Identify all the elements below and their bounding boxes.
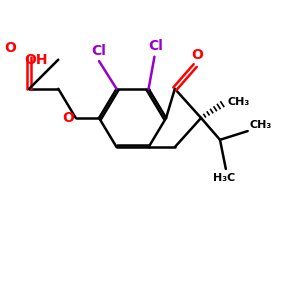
Text: Cl: Cl [92, 44, 106, 58]
Text: O: O [4, 41, 16, 55]
Text: O: O [191, 48, 203, 62]
Text: OH: OH [25, 53, 48, 67]
Text: Cl: Cl [148, 39, 163, 53]
Text: CH₃: CH₃ [249, 120, 272, 130]
Text: CH₃: CH₃ [227, 97, 250, 107]
Text: H₃C: H₃C [213, 173, 235, 183]
Text: O: O [62, 111, 74, 125]
